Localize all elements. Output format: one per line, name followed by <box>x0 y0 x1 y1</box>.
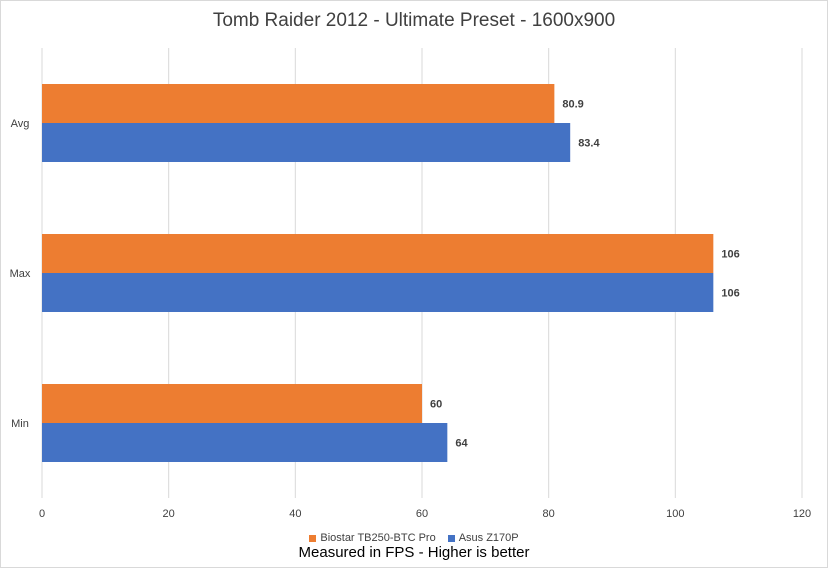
bar-asus-avg <box>42 123 571 162</box>
x-tick-label-40: 40 <box>289 508 301 520</box>
data-label-asus-max: 106 <box>721 288 739 300</box>
x-tick-label-80: 80 <box>543 508 555 520</box>
legend-swatch-biostar <box>309 534 317 542</box>
category-label-max: Max <box>10 268 31 280</box>
data-label-biostar-min: 60 <box>430 399 442 411</box>
bar-biostar-avg <box>42 84 555 123</box>
legend-swatch-asus <box>447 534 455 542</box>
legend-item-biostar: Biostar TB250-BTC Pro <box>309 532 436 544</box>
data-label-biostar-avg: 80.9 <box>562 99 583 111</box>
x-tick-label-100: 100 <box>666 508 684 520</box>
legend-label-biostar: Biostar TB250-BTC Pro <box>320 532 436 544</box>
x-tick-label-20: 20 <box>163 508 175 520</box>
chart-legend: Biostar TB250-BTC Pro Asus Z170P <box>0 532 828 544</box>
data-label-biostar-max: 106 <box>721 249 739 261</box>
bar-asus-max <box>42 273 714 312</box>
category-label-avg: Avg <box>11 118 30 130</box>
x-tick-label-120: 120 <box>793 508 811 520</box>
chart-note: Measured in FPS - Higher is better <box>298 544 530 561</box>
category-label-min: Min <box>11 418 29 430</box>
data-label-asus-min: 64 <box>455 438 468 450</box>
bar-biostar-max <box>42 234 714 273</box>
chart-title: Tomb Raider 2012 - Ultimate Preset - 160… <box>212 10 616 31</box>
x-tick-label-0: 0 <box>39 508 45 520</box>
x-tick-label-60: 60 <box>416 508 428 520</box>
bar-biostar-min <box>42 384 422 423</box>
bar-asus-min <box>42 423 448 462</box>
legend-item-asus: Asus Z170P <box>447 532 519 544</box>
data-label-asus-avg: 83.4 <box>578 138 600 150</box>
chart-plot: 0 20 40 60 80 100 120 Avg 80.9 83.4 Max 106 106 Min 60… <box>10 48 811 520</box>
legend-label-asus: Asus Z170P <box>458 532 519 544</box>
